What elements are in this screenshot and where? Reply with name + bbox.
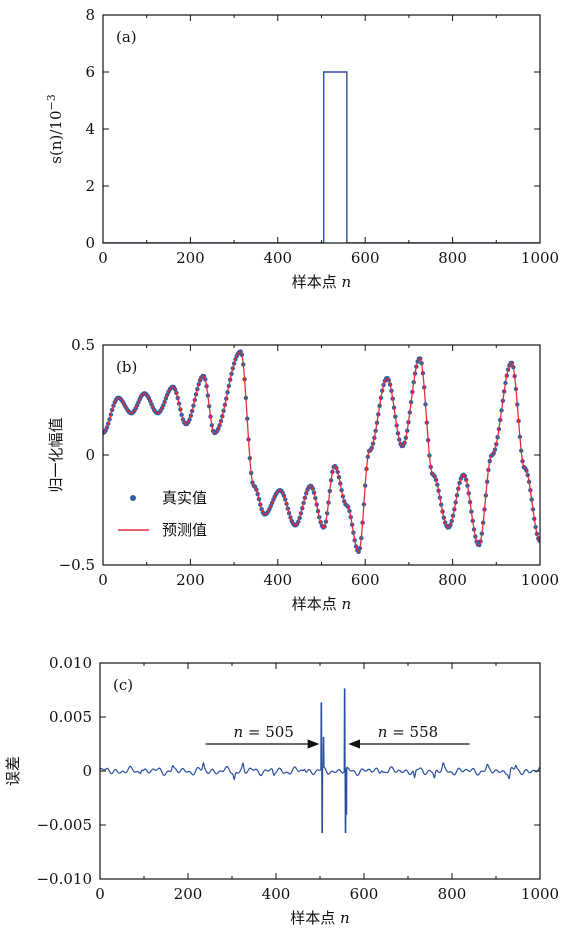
y-tick-label: 8: [85, 6, 95, 24]
x-tick-label: 600: [350, 885, 379, 903]
y-tick-label: −0.005: [36, 816, 92, 834]
x-tick-label: 1000: [521, 571, 559, 589]
x-tick-label: 200: [176, 571, 205, 589]
x-axis-title-cn: 样本点: [292, 595, 342, 613]
x-tick-label: 1000: [521, 885, 559, 903]
x-tick-label: 800: [438, 885, 467, 903]
y-tick-label: 0: [85, 446, 95, 464]
x-tick-label: 800: [438, 571, 467, 589]
y-tick-label: 0.005: [49, 708, 92, 726]
x-tick-label: 600: [351, 571, 380, 589]
y-axis-title-text: s(n)/10: [47, 111, 65, 164]
x-axis-title: 样本点 n: [292, 273, 351, 291]
y-axis-title: 误差: [4, 756, 22, 786]
x-axis-title-cn: 样本点: [290, 909, 340, 927]
legend-marker-dot: [130, 495, 136, 501]
panel-label: (b): [116, 358, 137, 376]
annotation-value: = 558: [387, 723, 438, 741]
x-tick-label: 800: [438, 249, 467, 267]
y-axis-title-exponent: −3: [45, 94, 58, 110]
y-tick-label: 6: [85, 63, 95, 81]
x-axis-title-var: n: [340, 909, 350, 927]
y-tick-label: 2: [85, 177, 95, 195]
y-tick-label: −0.010: [36, 870, 92, 888]
x-axis-title-var: n: [342, 595, 352, 613]
annotation-label: n = 505: [233, 723, 293, 741]
panel-label: (c): [113, 676, 133, 694]
annotation-value: = 505: [243, 723, 294, 741]
y-tick-label: −0.5: [59, 556, 95, 574]
x-tick-label: 0: [95, 885, 105, 903]
y-tick-label: 0.5: [71, 336, 95, 354]
x-tick-label: 400: [263, 249, 292, 267]
plot-frame: [102, 14, 541, 244]
x-axis-title-var: n: [342, 273, 352, 291]
annotation-label: n = 558: [378, 723, 438, 741]
y-axis-title: s(n)/10−3: [45, 94, 65, 163]
annotation-var: n: [233, 723, 243, 741]
x-tick-label: 400: [262, 885, 291, 903]
x-tick-label: 1000: [521, 249, 559, 267]
y-tick-label: 0.010: [49, 654, 92, 672]
y-tick-label: 0: [82, 762, 92, 780]
x-axis-title: 样本点 n: [292, 595, 351, 613]
chart-panel-a: 0 200 400 600 800 1000 0 2 4 6 8 样本点 n (a) s(n)/10−3: [45, 6, 559, 291]
series-line: [103, 71, 540, 243]
x-axis-title: 样本点 n: [290, 909, 349, 927]
panel-label: (a): [116, 28, 137, 46]
y-tick-label: 0: [85, 234, 95, 252]
y-tick-label: 4: [85, 120, 95, 138]
y-axis-title: 归一化幅值: [47, 417, 65, 492]
chart-panel-c: 0 200 400 600 800 1000 −0.010 −0.005 0 0.005 0.010…: [4, 654, 559, 927]
x-tick-label: 0: [98, 571, 108, 589]
x-tick-label: 400: [263, 571, 292, 589]
x-tick-label: 0: [98, 249, 108, 267]
x-tick-label: 200: [176, 249, 205, 267]
legend-label: 真实值: [162, 489, 207, 507]
plot-frame: [99, 662, 541, 880]
x-tick-label: 200: [174, 885, 203, 903]
error-line: [100, 688, 540, 834]
legend-label: 预测值: [162, 521, 207, 539]
predicted-line: [103, 350, 540, 553]
x-axis-title-cn: 样本点: [292, 273, 342, 291]
x-tick-label: 600: [351, 249, 380, 267]
annotation-var: n: [378, 723, 388, 741]
